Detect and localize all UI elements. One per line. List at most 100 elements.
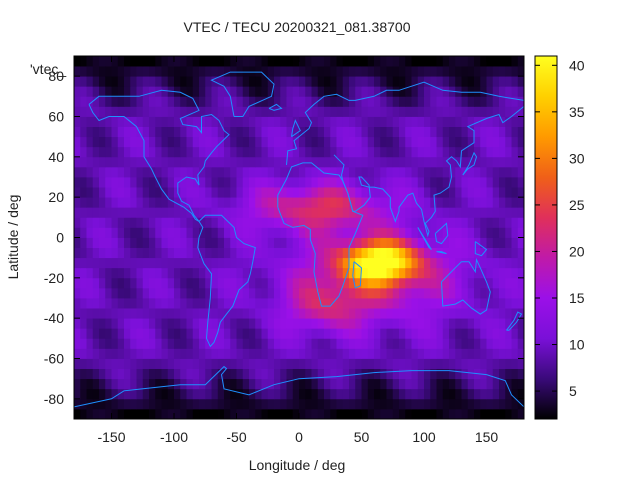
heatmap-cell [361,207,369,218]
heatmap-cell [380,388,387,400]
heatmap-cell [492,227,500,238]
heatmap-cell [411,116,419,127]
heatmap-cell [367,126,375,138]
heatmap-cell [486,177,494,188]
heatmap-cell [242,166,250,178]
heatmap-cell [411,287,419,299]
heatmap-cell [261,56,269,67]
heatmap-cell [211,146,219,158]
heatmap-cell [242,56,250,67]
heatmap-cell [230,237,237,248]
heatmap-cell [324,76,331,87]
heatmap-cell [424,368,431,380]
heatmap-cell [349,318,356,329]
heatmap-cell [230,76,237,87]
heatmap-cell [236,247,244,259]
heatmap-cell [405,277,412,289]
heatmap-cell [474,298,481,309]
heatmap-cell [274,146,281,158]
heatmap-cell [74,338,81,349]
heatmap-cell [92,267,100,279]
heatmap-cell [155,66,162,77]
heatmap-cell [417,56,425,67]
heatmap-cell [299,328,306,339]
heatmap-cell [124,56,131,67]
heatmap-cell [517,237,524,248]
heatmap-cell [349,166,356,178]
heatmap-cell [474,126,481,138]
heatmap-cell [217,207,225,218]
heatmap-cell [161,358,169,369]
heatmap-cell [286,217,294,228]
heatmap-cell [99,146,106,158]
heatmap-cell [99,287,106,299]
heatmap-cell [124,378,131,390]
heatmap-cell [367,116,375,127]
heatmap-cell [230,328,237,339]
heatmap-cell [86,378,94,390]
heatmap-cell [299,126,306,138]
heatmap-cell [99,388,106,400]
heatmap-cell [305,156,312,168]
heatmap-cell [361,257,369,269]
heatmap-cell [480,106,487,117]
heatmap-cell [411,166,419,178]
heatmap-cell [261,106,269,117]
heatmap-cell [480,56,487,67]
heatmap-cell [242,146,250,158]
heatmap-cell [149,338,156,349]
heatmap-cell [380,348,387,359]
heatmap-cell [267,318,275,329]
heatmap-cell [374,328,381,339]
heatmap-cell [230,197,237,208]
heatmap-cell [442,177,450,188]
heatmap-cell [336,247,344,259]
heatmap-cell [374,56,381,67]
heatmap-cell [517,338,524,349]
heatmap-cell [99,126,106,138]
heatmap-cell [399,408,406,419]
heatmap-cell [349,257,356,269]
heatmap-cell [292,56,300,67]
heatmap-cell [486,378,494,390]
heatmap-cell [336,96,344,107]
heatmap-cell [224,277,231,289]
heatmap-cell [99,358,106,369]
heatmap-cell [374,378,381,390]
heatmap-cell [261,408,269,419]
heatmap-cell [449,348,456,359]
heatmap-cell [267,86,275,97]
heatmap-cell [380,126,387,138]
heatmap-cell [336,358,344,369]
heatmap-cell [499,308,506,319]
heatmap-cell [105,257,112,269]
heatmap-cell [92,96,100,107]
heatmap-cell [342,96,350,107]
heatmap-cell [442,76,450,87]
heatmap-cell [355,378,362,390]
heatmap-cell [374,348,381,359]
heatmap-cell [405,66,412,77]
heatmap-cell [199,187,206,198]
heatmap-cell [442,358,450,369]
heatmap-cell [311,187,319,198]
heatmap-cell [480,408,487,419]
heatmap-cell [367,187,375,198]
heatmap-cell [242,197,250,208]
heatmap-cell [486,358,494,369]
heatmap-cell [411,76,419,87]
heatmap-cell [511,277,519,289]
heatmap-cell [199,257,206,269]
heatmap-cell [124,106,131,117]
heatmap-cell [205,146,212,158]
heatmap-cell [174,358,181,369]
heatmap-cell [105,328,112,339]
heatmap-cell [461,368,469,380]
heatmap-cell [174,388,181,400]
heatmap-cell [405,136,412,148]
heatmap-cell [236,308,244,319]
heatmap-cell [380,287,387,299]
heatmap-cell [467,338,475,349]
heatmap-cell [249,267,256,279]
heatmap-cell [161,166,169,178]
